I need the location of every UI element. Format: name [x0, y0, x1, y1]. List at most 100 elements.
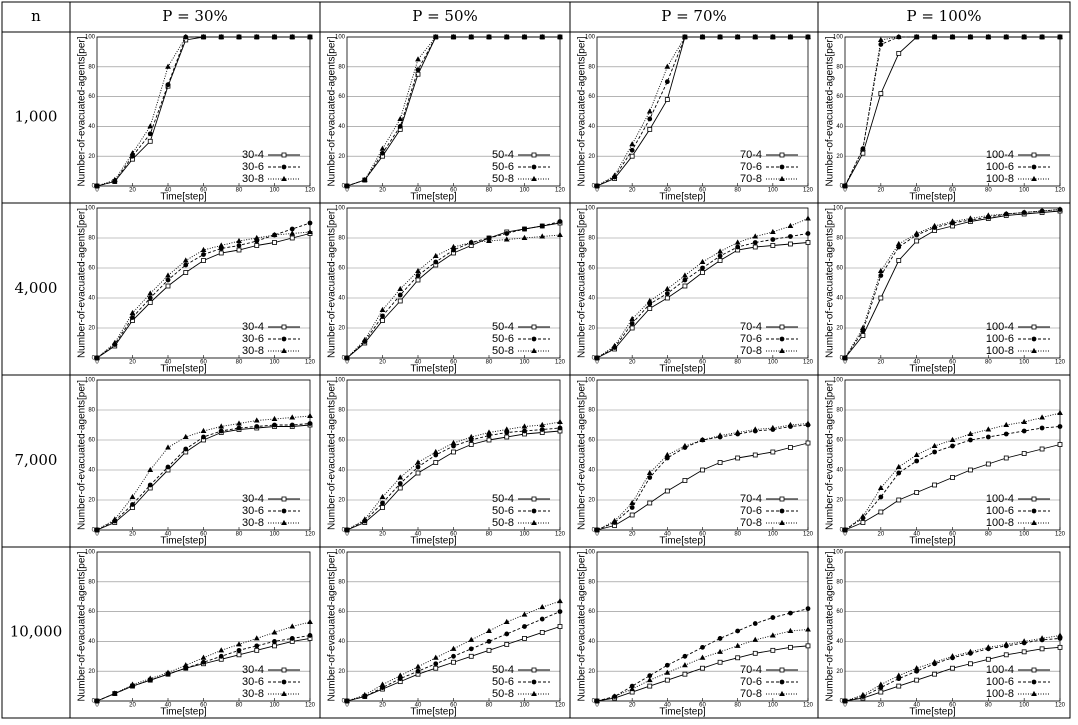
marker [664, 669, 671, 675]
marker [111, 516, 118, 522]
marker [1021, 428, 1027, 434]
marker [531, 175, 537, 181]
y-tick-label: 60 [588, 94, 595, 100]
marker [165, 283, 171, 289]
marker [629, 141, 636, 147]
marker [111, 176, 118, 183]
y-tick-label: 20 [836, 498, 843, 504]
marker [433, 661, 439, 667]
marker [531, 164, 537, 170]
y-axis-label: Number-of-evacuated-agents[per] [327, 208, 338, 358]
marker [611, 342, 618, 348]
x-tick-label: 120 [803, 703, 814, 709]
marker [218, 242, 225, 248]
x-tick-label: 0 [95, 360, 99, 366]
marker [647, 475, 653, 480]
marker [1003, 455, 1009, 461]
chart: 0 20 40 60 80 100 0 20 40 60 80 100 120 Time[step] Num… [327, 33, 566, 203]
marker [236, 641, 242, 647]
marker [539, 604, 546, 610]
marker [770, 243, 776, 248]
y-tick-label: 40 [588, 639, 595, 645]
marker [842, 697, 848, 703]
marker [1031, 690, 1037, 696]
plot-frame [844, 207, 1061, 359]
x-tick-label: 80 [236, 360, 243, 366]
marker [522, 636, 527, 641]
y-tick-label: 60 [836, 94, 843, 100]
marker [788, 445, 793, 450]
legend-label: 70-4 [740, 149, 762, 161]
marker [531, 324, 537, 330]
marker [805, 215, 811, 221]
marker [913, 451, 920, 457]
marker [664, 97, 670, 102]
marker [842, 182, 848, 188]
marker [646, 469, 653, 475]
marker [468, 646, 474, 652]
chart: 0 20 40 60 80 100 0 20 40 60 80 100 120 Time[step] Num… [577, 33, 814, 203]
x-tick-label: 0 [95, 532, 99, 538]
legend-label: 50-4 [492, 664, 514, 676]
marker [557, 418, 563, 424]
chart: 0 20 40 60 80 100 0 20 40 60 80 100 120 Time[step] Num… [825, 378, 1066, 547]
legend-label: 70-6 [740, 676, 762, 688]
marker [611, 693, 618, 699]
marker [1057, 424, 1063, 429]
marker [397, 292, 403, 298]
x-tick-label: 0 [345, 532, 349, 538]
y-axis-label: Number-of-evacuated-agents[per] [327, 551, 338, 701]
marker [361, 516, 368, 522]
marker [361, 336, 368, 342]
marker [271, 629, 278, 635]
marker [539, 427, 545, 432]
marker [201, 434, 206, 440]
marker [182, 257, 189, 263]
legend-label: 100-8 [986, 173, 1014, 185]
marker [432, 654, 439, 660]
y-tick-label: 20 [588, 326, 595, 332]
marker [788, 644, 793, 650]
marker [281, 679, 287, 685]
marker [182, 33, 189, 39]
legend-label: 30-6 [242, 333, 264, 345]
x-axis-label: Time[step] [410, 192, 457, 203]
marker [878, 273, 884, 278]
marker [647, 306, 653, 311]
marker [1039, 414, 1045, 420]
marker [218, 428, 224, 434]
column-header: n [31, 7, 41, 25]
marker [433, 665, 439, 671]
marker [415, 56, 421, 62]
legend-label: 30-8 [242, 345, 264, 357]
x-tick-label: 20 [877, 532, 884, 538]
marker [664, 79, 670, 85]
y-axis-label: Number-of-evacuated-agents[per] [825, 36, 836, 186]
marker [281, 508, 287, 514]
marker [236, 33, 242, 39]
y-tick-label: 40 [88, 124, 95, 130]
y-tick-label: 60 [588, 609, 595, 615]
marker [1021, 209, 1028, 215]
x-tick-label: 40 [415, 532, 422, 538]
x-tick-label: 0 [345, 703, 349, 709]
marker [646, 297, 653, 303]
legend-label: 30-4 [242, 149, 264, 161]
x-tick-label: 40 [165, 360, 172, 366]
x-tick-label: 40 [913, 360, 920, 366]
marker [752, 452, 758, 458]
legend-label: 50-6 [492, 161, 514, 173]
marker [949, 436, 956, 442]
marker [236, 652, 242, 658]
y-tick-label: 80 [88, 579, 95, 585]
marker [147, 295, 153, 301]
x-axis-label: Time[step] [410, 536, 457, 547]
marker [950, 443, 955, 449]
marker [805, 231, 811, 236]
marker [877, 484, 884, 490]
marker [878, 295, 884, 301]
marker [281, 347, 287, 353]
x-axis-label: Time[step] [659, 536, 706, 547]
y-tick-label: 100 [335, 378, 346, 384]
marker [531, 679, 537, 685]
